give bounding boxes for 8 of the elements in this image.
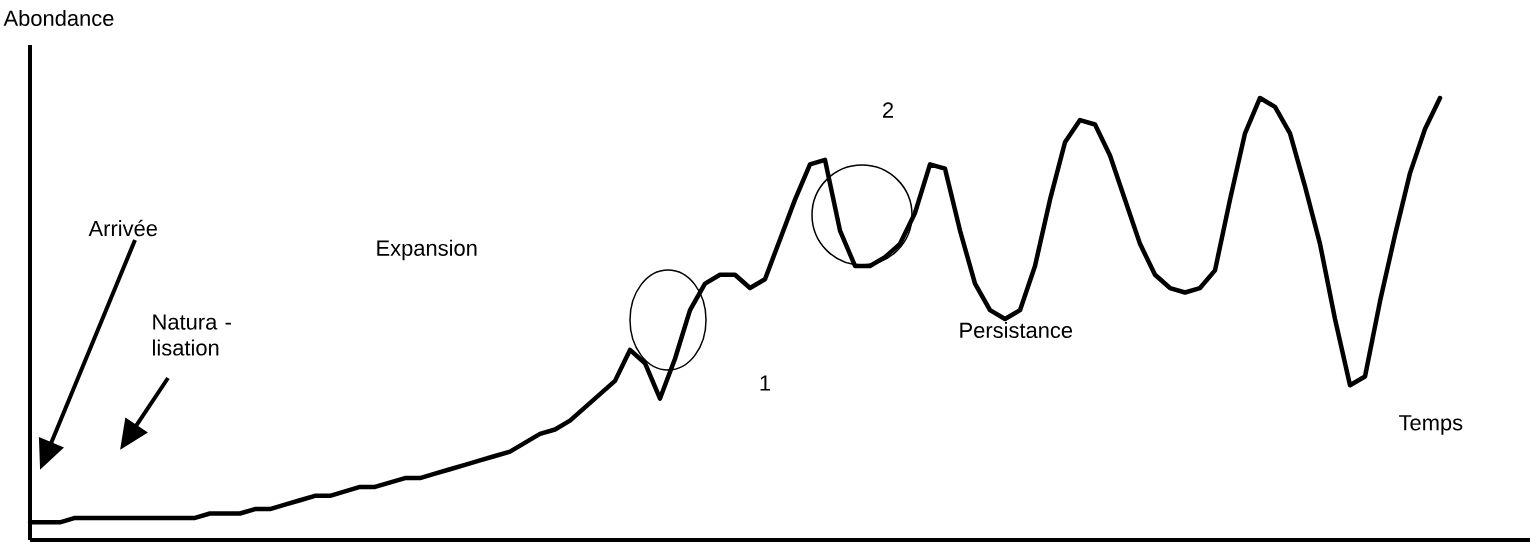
x-axis-title: Temps bbox=[1399, 415, 1463, 435]
annotation: 2 bbox=[883, 102, 894, 118]
annotation: Arrivée bbox=[88, 219, 157, 237]
annotation: Expansion bbox=[377, 239, 477, 261]
annotation: Natura - lisation bbox=[153, 314, 231, 356]
y-axis-title: Abondance bbox=[3, 9, 114, 27]
annotation: Persistance bbox=[960, 321, 1073, 339]
annotation: 1 bbox=[760, 375, 771, 391]
